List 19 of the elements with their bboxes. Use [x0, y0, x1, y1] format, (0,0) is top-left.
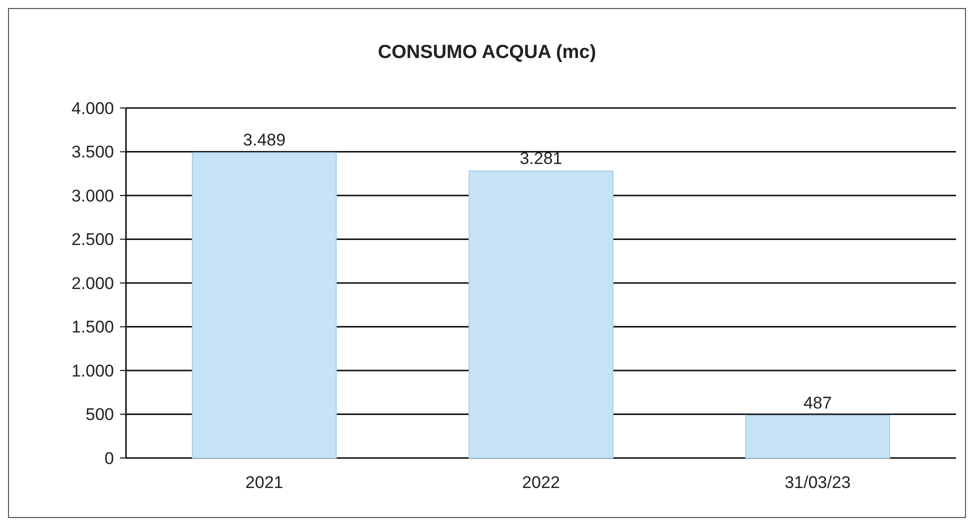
x-tick-label: 2022	[522, 473, 560, 492]
data-label: 487	[803, 393, 832, 412]
y-tick-label: 2.000	[71, 274, 114, 293]
y-tick-label: 3.500	[71, 142, 114, 162]
bar	[745, 414, 890, 458]
x-tick-label: 31/03/23	[784, 473, 851, 492]
y-tick-label: 3.000	[71, 186, 114, 206]
data-label: 3.281	[520, 148, 562, 168]
y-tick-label: 500	[86, 405, 114, 424]
y-tick-label: 2.500	[71, 230, 114, 250]
data-label: 3.489	[243, 130, 286, 150]
y-tick-label: 0	[104, 448, 114, 468]
x-tick-label: 2021	[245, 473, 284, 492]
bar	[192, 152, 337, 458]
y-tick-label: 4.000	[71, 98, 114, 118]
y-tick-label: 1.000	[71, 361, 114, 380]
chart-title: CONSUMO ACQUA (mc)	[378, 42, 596, 63]
y-tick-label: 1.500	[71, 318, 114, 337]
bar	[468, 170, 614, 458]
